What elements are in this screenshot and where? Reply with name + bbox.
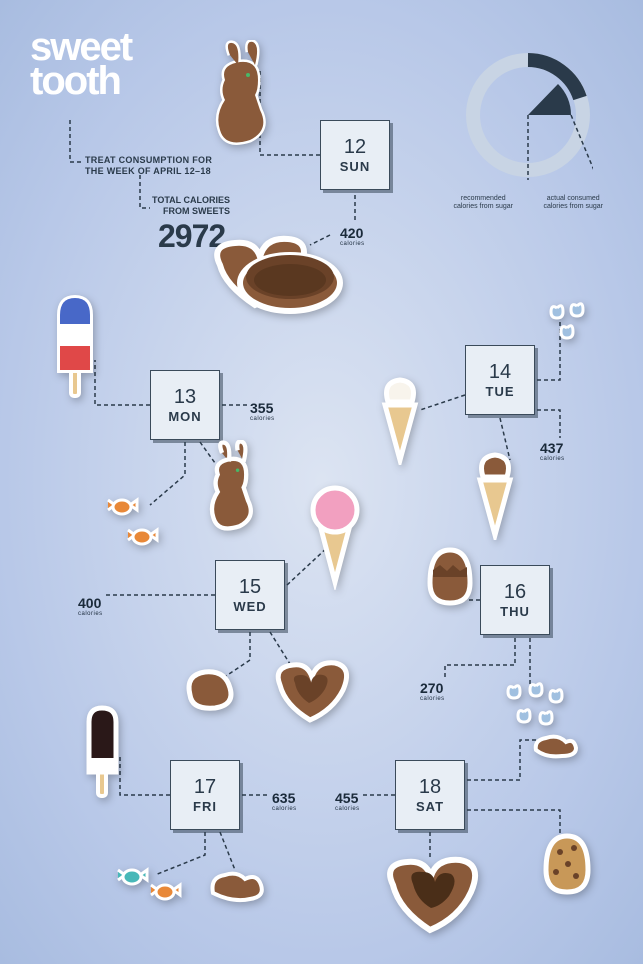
total-calories-label: TOTAL CALORIES FROM SWEETS [152, 195, 230, 217]
day-box-mon: 13 MON [150, 370, 220, 440]
day-box-tue: 14 TUE [465, 345, 535, 415]
chocolate-chunk-icon [205, 865, 270, 905]
bunny-icon [195, 440, 275, 535]
day-dow: TUE [486, 384, 515, 399]
day-num: 13 [174, 386, 196, 409]
calories-thu: 270calories [420, 680, 445, 702]
day-num: 17 [194, 776, 216, 799]
logo-line2: tooth [30, 59, 120, 103]
candy-icon [148, 880, 183, 905]
calorie-gauge [463, 50, 593, 180]
day-box-fri: 17 FRI [170, 760, 240, 830]
cone-icon [370, 370, 430, 465]
subtitle-text: TREAT CONSUMPTION FOR THE WEEK OF APRIL … [85, 155, 212, 177]
day-dow: THU [500, 604, 530, 619]
day-dow: WED [233, 599, 266, 614]
calories-tue: 437calories [540, 440, 565, 462]
logo-title: sweet tooth [30, 30, 131, 98]
ice-cream-icon [300, 480, 370, 590]
popsicle-dark-icon [75, 700, 130, 800]
day-num: 12 [344, 136, 366, 159]
day-dow: MON [168, 409, 201, 424]
drops-icon [500, 680, 570, 735]
bunny-icon [200, 40, 290, 150]
day-dow: FRI [193, 799, 217, 814]
gauge-actual-label: actual consumed calories from sugar [543, 195, 603, 210]
calories-wed: 400calories [78, 595, 103, 617]
day-box-thu: 16 THU [480, 565, 550, 635]
calories-mon: 355calories [250, 400, 275, 422]
day-box-sat: 18 SAT [395, 760, 465, 830]
popsicle-icon [45, 290, 105, 400]
gauge-recommended-label: recommended calories from sugar [453, 195, 513, 210]
drops-icon [545, 300, 595, 345]
day-num: 15 [239, 576, 261, 599]
day-num: 14 [489, 361, 511, 384]
heart-eaten-icon [375, 850, 490, 945]
cone-icon [465, 445, 525, 540]
calories-fri: 635calories [272, 790, 297, 812]
day-dow: SAT [416, 799, 444, 814]
cookie-egg-icon [540, 830, 595, 900]
candy-icon [105, 495, 140, 520]
day-dow: SUN [340, 159, 370, 174]
chocolate-blob-icon [180, 660, 240, 715]
day-num: 16 [504, 581, 526, 604]
chocolate-chunk-icon [530, 730, 580, 760]
candy-icon [125, 525, 160, 550]
egg-icon [425, 545, 475, 610]
day-box-wed: 15 WED [215, 560, 285, 630]
day-box-sun: 12 SUN [320, 120, 390, 190]
candy-icon [115, 865, 150, 890]
heart-box-icon [200, 225, 350, 335]
heart-piece-icon [265, 655, 360, 730]
day-num: 18 [419, 776, 441, 799]
calories-sat: 455calories [335, 790, 360, 812]
